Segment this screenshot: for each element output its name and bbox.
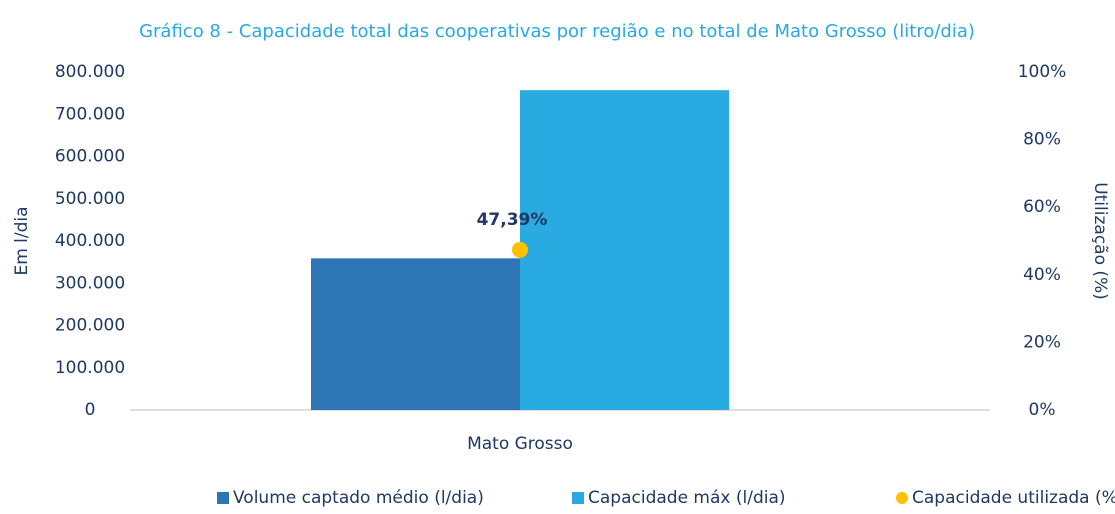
- y2-axis-title: Utilização (%): [1090, 182, 1110, 300]
- legend-marker: [217, 492, 229, 504]
- y-tick-label: 600.000: [55, 147, 125, 167]
- y-axis-title: Em l/dia: [12, 206, 32, 275]
- legend-marker: [572, 492, 584, 504]
- y2-tick-label: 0%: [1029, 400, 1056, 420]
- y2-tick-label: 40%: [1023, 265, 1061, 285]
- y-tick-label: 700.000: [55, 104, 125, 124]
- y-tick-label: 300.000: [55, 273, 125, 293]
- legend-label: Volume captado médio (l/dia): [233, 488, 484, 508]
- y2-tick-label: 20%: [1023, 332, 1061, 352]
- y-tick-label: 0: [85, 400, 96, 420]
- chart-title: Gráfico 8 - Capacidade total das coopera…: [139, 21, 975, 42]
- bar: [311, 258, 520, 410]
- point: [512, 241, 528, 258]
- y2-tick-label: 60%: [1023, 197, 1061, 217]
- y-tick-label: 500.000: [55, 189, 125, 209]
- y2-tick-label: 100%: [1018, 62, 1067, 82]
- y-tick-label: 100.000: [55, 358, 125, 378]
- y2-tick-label: 80%: [1023, 130, 1061, 150]
- y-tick-label: 200.000: [55, 316, 125, 336]
- y-tick-label: 800.000: [55, 62, 125, 82]
- y-tick-label: 400.000: [55, 231, 125, 251]
- data-label: 47,39%: [477, 210, 548, 230]
- legend-label: Capacidade utilizada (%): [912, 488, 1115, 508]
- legend-label: Capacidade máx (l/dia): [588, 488, 786, 508]
- bar: [520, 90, 729, 410]
- x-tick-label: Mato Grosso: [467, 434, 573, 454]
- legend-marker: [896, 492, 908, 504]
